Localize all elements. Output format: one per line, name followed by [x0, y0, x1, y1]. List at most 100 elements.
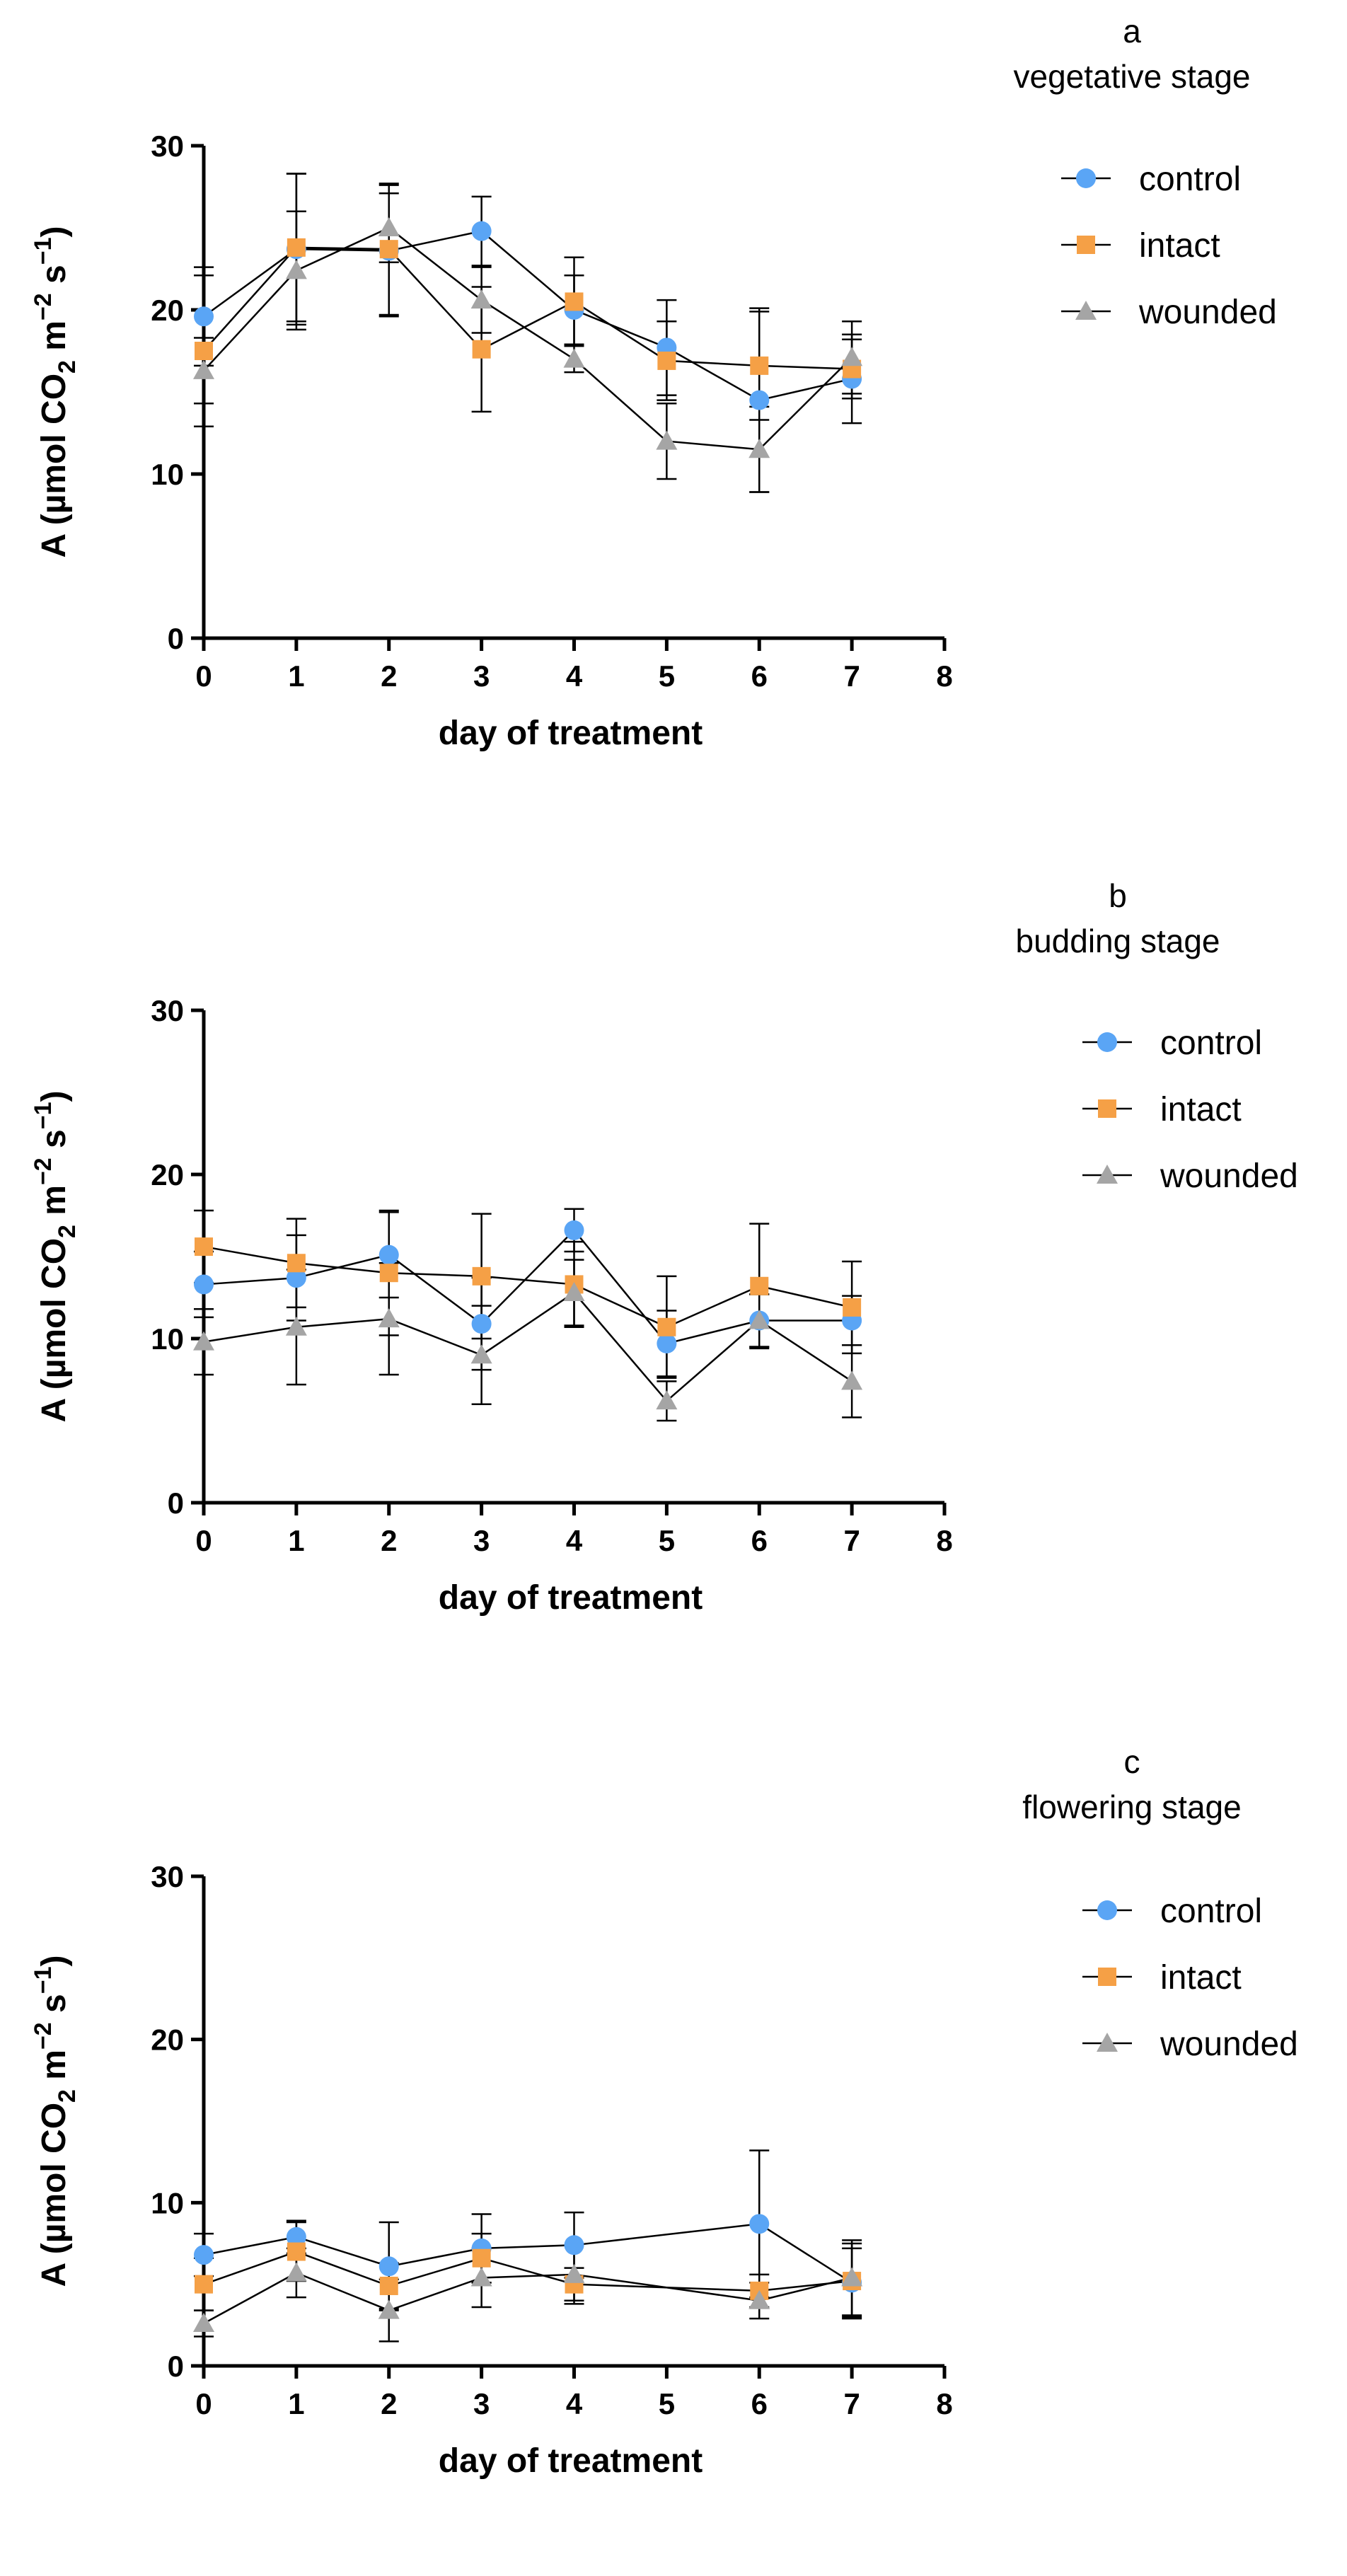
x-tick-label: 5	[659, 659, 675, 693]
x-tick-label: 7	[843, 1524, 860, 1557]
x-tick-label: 7	[843, 2387, 860, 2420]
data-point	[378, 1308, 400, 1328]
legend-marker	[1076, 168, 1096, 188]
data-point	[843, 1298, 862, 1317]
data-point	[749, 390, 770, 410]
x-tick-label: 3	[473, 1524, 490, 1557]
x-tick-label: 1	[288, 2387, 304, 2420]
data-point	[472, 340, 491, 359]
data-point	[378, 2299, 400, 2319]
series-line	[203, 1245, 852, 1329]
legend-label: intact	[1160, 1091, 1242, 1128]
markers-wounded	[193, 2262, 863, 2333]
y-tick-label: 0	[168, 2350, 184, 2383]
y-tick-label: 10	[151, 458, 184, 491]
x-axis-label: day of treatment	[439, 2442, 703, 2480]
y-tick-label: 20	[151, 1158, 184, 1191]
data-point	[841, 1370, 863, 1390]
y-tick-label: 20	[151, 294, 184, 327]
x-tick-label: 8	[936, 1524, 952, 1557]
x-tick-label: 0	[195, 1524, 212, 1557]
data-point	[193, 2313, 214, 2333]
panel-c: c flowering stage 0 10 20 30 0 1 2 3 4 5 6 7 8 day of t…	[30, 1743, 1298, 2480]
data-point	[472, 1266, 491, 1286]
series-line	[203, 246, 852, 370]
y-tick-label: 30	[151, 1860, 184, 1893]
legend-marker	[1075, 301, 1097, 320]
y-axis-label: A (µmol CO2 m−2 s−1)	[30, 1955, 81, 2287]
legend-marker	[1097, 1032, 1117, 1052]
data-point	[193, 359, 214, 379]
series-line	[203, 230, 852, 401]
legend-label: intact	[1139, 227, 1220, 265]
x-tick-label: 5	[659, 1524, 675, 1557]
data-point	[749, 2214, 770, 2234]
data-point	[193, 1331, 214, 1351]
series-line	[203, 1229, 852, 1345]
legend-marker	[1098, 1968, 1116, 1986]
x-tick-label: 4	[566, 1524, 583, 1557]
legend-marker	[1097, 1165, 1118, 1184]
data-point	[287, 2242, 306, 2261]
data-point	[657, 351, 676, 370]
data-point	[287, 1254, 306, 1273]
x-tick-label: 0	[195, 2387, 212, 2420]
y-tick-label: 20	[151, 2023, 184, 2057]
y-tick-label: 30	[151, 129, 184, 163]
legend-label: intact	[1160, 1959, 1242, 1997]
data-point	[194, 1274, 214, 1295]
data-point	[470, 289, 492, 309]
data-point	[379, 2276, 398, 2295]
x-tick-label: 3	[473, 2387, 490, 2420]
data-point	[748, 439, 770, 458]
data-point	[471, 1314, 492, 1334]
panel-b: b budding stage 0 10 20 30 0 1 2 3 4 5 6 7 8 day of tre…	[30, 877, 1298, 1617]
x-tick-label: 1	[288, 1524, 304, 1557]
legend-label: control	[1160, 1893, 1262, 1930]
legend-label: control	[1139, 161, 1241, 198]
y-tick-label: 10	[151, 2186, 184, 2219]
data-point	[563, 348, 585, 368]
legend-marker	[1097, 2033, 1118, 2052]
x-tick-label: 8	[936, 2387, 952, 2420]
markers-wounded	[193, 1282, 863, 1410]
x-tick-label: 7	[843, 659, 860, 693]
data-point	[285, 1316, 307, 1336]
data-point	[195, 2275, 213, 2294]
legend-label: control	[1160, 1024, 1262, 1062]
data-point	[471, 221, 492, 241]
y-tick-label: 10	[151, 1322, 184, 1356]
data-point	[564, 2235, 584, 2256]
panel-a: a vegetative stage 0 10 20 30 0 1 2 3 4 5 6 7 8 day of …	[30, 13, 1277, 752]
x-tick-label: 4	[566, 2387, 583, 2420]
data-point	[657, 1317, 676, 1336]
data-point	[472, 2248, 491, 2268]
y-tick-label: 0	[168, 622, 184, 655]
panel-letter: a	[1123, 13, 1141, 50]
panel-title: vegetative stage	[1013, 58, 1250, 95]
panel-title: flowering stage	[1022, 1789, 1241, 1825]
data-point	[287, 238, 306, 257]
legend-marker	[1098, 1099, 1116, 1118]
x-tick-label: 2	[381, 1524, 397, 1557]
data-point	[563, 2263, 585, 2283]
data-point	[194, 306, 214, 327]
data-point	[841, 347, 863, 366]
data-point	[285, 260, 307, 279]
data-point	[195, 1237, 213, 1257]
data-point	[748, 1310, 770, 1329]
x-tick-label: 4	[566, 659, 583, 693]
y-axis-label: A (µmol CO2 m−2 s−1)	[30, 1090, 81, 1422]
data-point	[379, 1264, 398, 1283]
x-tick-label: 2	[381, 2387, 397, 2420]
legend-label: wounded	[1160, 1157, 1298, 1195]
data-point	[378, 1244, 399, 1265]
data-point	[378, 2256, 399, 2277]
panel-letter: b	[1109, 877, 1127, 914]
data-point	[750, 356, 769, 375]
data-point	[286, 1268, 306, 1288]
x-tick-label: 6	[751, 659, 768, 693]
y-tick-label: 0	[168, 1486, 184, 1520]
markers-intact	[195, 238, 862, 379]
